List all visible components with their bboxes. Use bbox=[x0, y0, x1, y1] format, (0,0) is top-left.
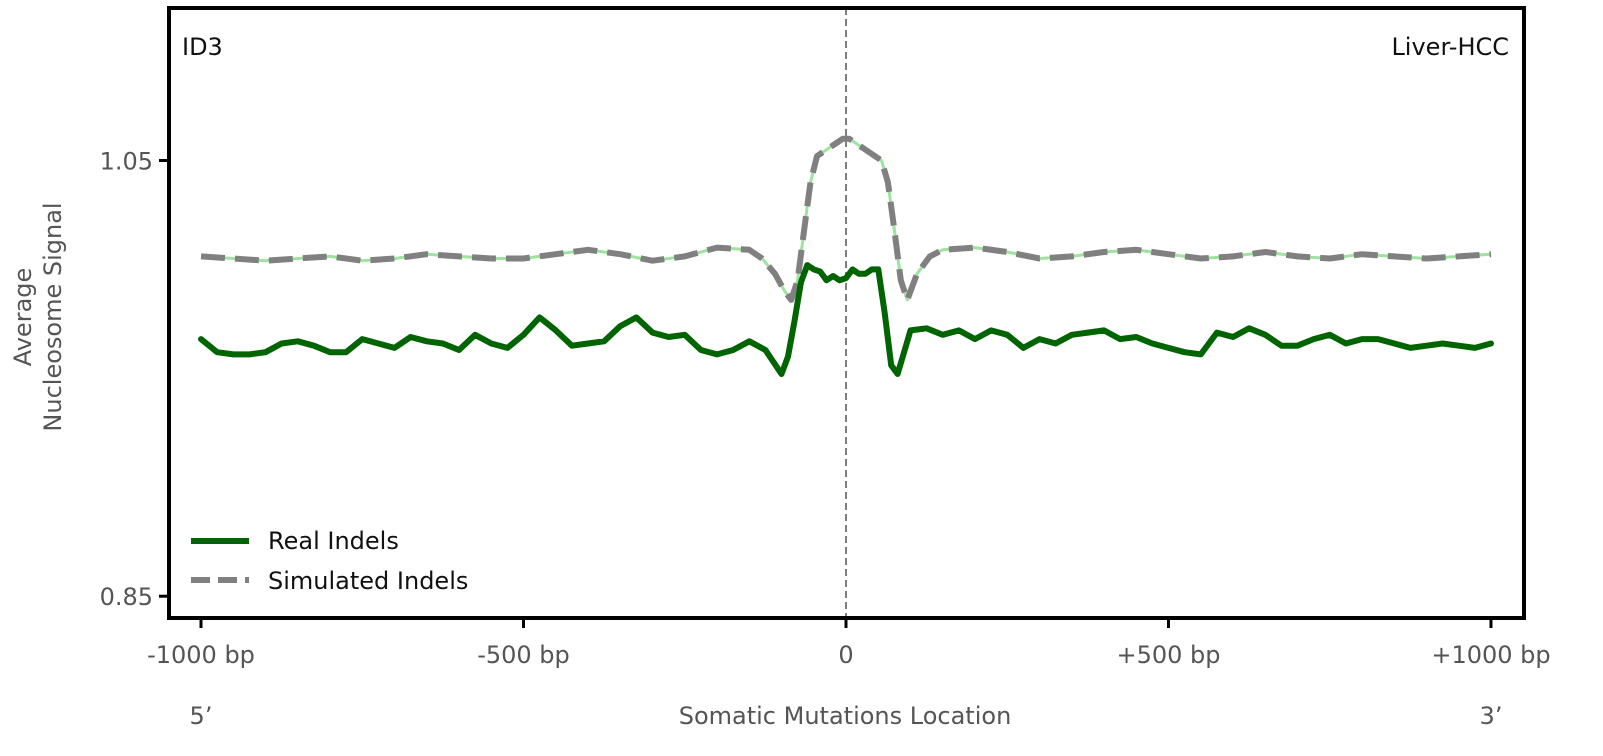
x-tick-label: -1000 bp bbox=[147, 641, 255, 669]
y-axis-title: Average Nucleosome Signal bbox=[9, 202, 67, 431]
x-tick-label: +1000 bp bbox=[1431, 641, 1550, 669]
series-line-real-indels bbox=[198, 262, 1494, 377]
y-axis-title-line2: Nucleosome Signal bbox=[39, 202, 67, 431]
legend-label-simulated-indels: Simulated Indels bbox=[268, 567, 468, 595]
x-tick-label: +500 bp bbox=[1116, 641, 1220, 669]
three-prime-label: 3’ bbox=[1480, 702, 1503, 730]
cancer-type-label: Liver-HCC bbox=[1391, 33, 1509, 61]
legend: Real Indels Simulated Indels bbox=[191, 527, 468, 595]
y-axis: 1.05 0.85 bbox=[100, 148, 169, 611]
five-prime-label: 5’ bbox=[190, 702, 213, 730]
y-axis-title-line1: Average bbox=[9, 268, 37, 367]
x-tick-label: -500 bp bbox=[477, 641, 570, 669]
y-tick-label: 1.05 bbox=[100, 148, 153, 176]
x-axis-title: Somatic Mutations Location bbox=[679, 702, 1012, 730]
y-tick-label: 0.85 bbox=[100, 583, 153, 611]
x-tick-label: 0 bbox=[838, 641, 853, 669]
x-axis: -1000 bp -500 bp 0 +500 bp +1000 bp bbox=[147, 618, 1551, 669]
series-line-simulated-indels bbox=[200, 135, 1492, 303]
legend-label-real-indels: Real Indels bbox=[268, 527, 399, 555]
signature-label: ID3 bbox=[182, 33, 223, 61]
